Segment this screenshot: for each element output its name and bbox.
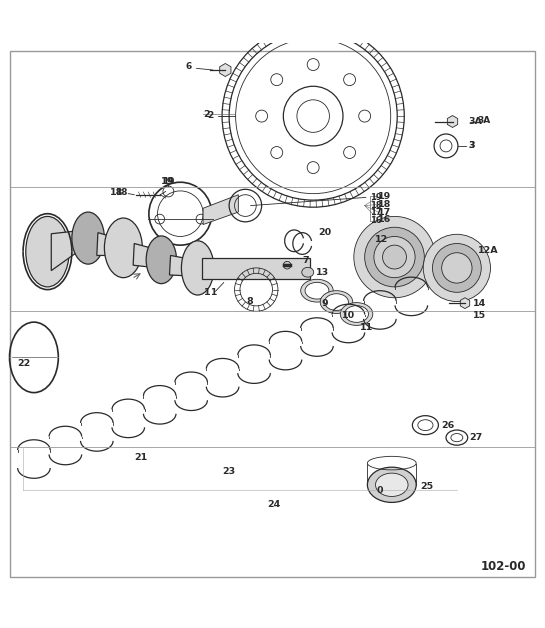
Polygon shape: [203, 195, 238, 225]
Text: 22: 22: [17, 359, 31, 369]
Ellipse shape: [325, 294, 348, 310]
Text: 2: 2: [203, 110, 210, 119]
Circle shape: [365, 227, 425, 287]
Text: 12A: 12A: [477, 246, 498, 254]
Text: 17: 17: [370, 208, 381, 217]
Polygon shape: [220, 63, 231, 77]
Ellipse shape: [320, 291, 353, 313]
Ellipse shape: [146, 236, 177, 284]
Text: 11: 11: [360, 323, 373, 332]
Text: 25: 25: [420, 482, 433, 491]
Ellipse shape: [301, 279, 333, 302]
Bar: [202, 257, 311, 279]
Circle shape: [374, 237, 415, 278]
Circle shape: [383, 245, 407, 269]
Text: 3: 3: [469, 141, 475, 151]
Text: 6: 6: [185, 62, 192, 71]
Text: 18: 18: [110, 188, 123, 197]
Text: 18: 18: [370, 200, 381, 210]
Ellipse shape: [367, 467, 416, 502]
Text: 24: 24: [267, 501, 280, 509]
Text: 26: 26: [441, 421, 455, 430]
Text: 15: 15: [473, 311, 486, 320]
Text: 18: 18: [116, 188, 128, 197]
Text: 16: 16: [370, 215, 382, 225]
Text: 3A: 3A: [477, 116, 490, 125]
Text: 19: 19: [378, 192, 391, 202]
Ellipse shape: [72, 212, 105, 264]
Text: 21: 21: [134, 453, 148, 462]
Polygon shape: [51, 230, 86, 271]
Text: 16: 16: [378, 215, 391, 224]
Text: 27: 27: [469, 433, 482, 442]
Text: 17: 17: [378, 208, 391, 217]
Ellipse shape: [340, 303, 373, 325]
Polygon shape: [97, 232, 120, 256]
Ellipse shape: [305, 283, 329, 299]
Text: 13: 13: [316, 268, 329, 277]
Text: 0: 0: [377, 485, 383, 495]
Text: 18: 18: [378, 200, 392, 209]
Text: 8: 8: [246, 297, 253, 306]
Ellipse shape: [376, 473, 408, 497]
Text: 10: 10: [342, 311, 355, 320]
Text: 3A: 3A: [469, 117, 483, 126]
Polygon shape: [169, 256, 194, 276]
Text: 1: 1: [204, 288, 211, 297]
Text: 14: 14: [473, 299, 486, 308]
Text: 9: 9: [322, 299, 328, 308]
Ellipse shape: [26, 217, 69, 287]
Ellipse shape: [344, 306, 368, 322]
Circle shape: [423, 234, 490, 301]
Text: 102-00: 102-00: [481, 560, 526, 573]
Polygon shape: [461, 298, 470, 308]
Polygon shape: [447, 116, 458, 127]
Text: 1: 1: [210, 288, 216, 297]
Text: 23: 23: [222, 467, 236, 476]
Text: 19: 19: [370, 193, 381, 202]
Text: 19: 19: [162, 177, 175, 186]
Text: 20: 20: [319, 228, 332, 237]
Text: 12: 12: [374, 235, 387, 244]
Ellipse shape: [105, 218, 142, 278]
Ellipse shape: [302, 268, 314, 277]
Ellipse shape: [181, 241, 214, 295]
Text: 7: 7: [303, 256, 310, 266]
Circle shape: [354, 217, 435, 298]
Polygon shape: [133, 244, 159, 268]
Circle shape: [432, 244, 481, 292]
Circle shape: [441, 252, 472, 283]
Text: 3: 3: [469, 141, 475, 151]
Circle shape: [283, 261, 291, 269]
Text: 19: 19: [161, 177, 174, 186]
Text: 2: 2: [207, 111, 213, 120]
